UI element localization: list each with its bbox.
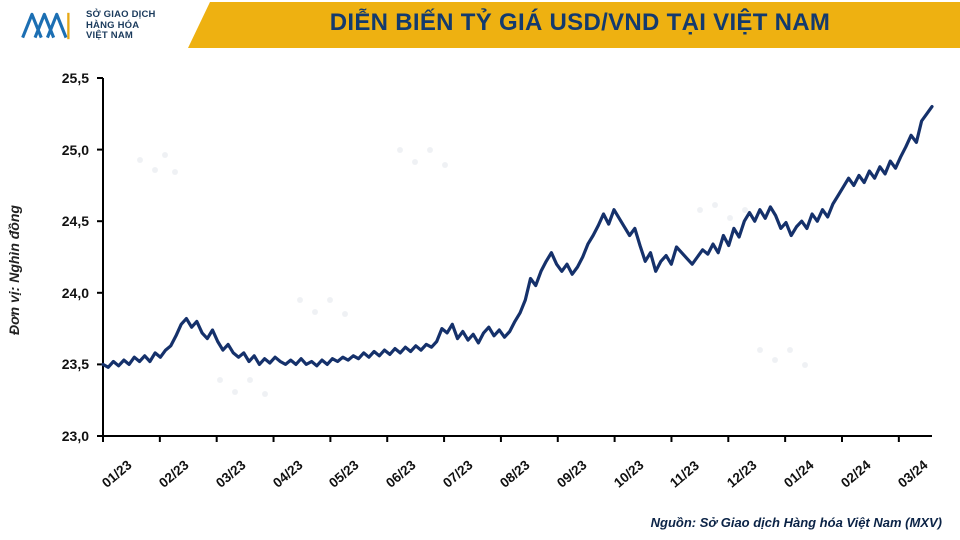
source-text: Nguồn: Sở Giao dịch Hàng hóa Việt Nam (M… [651, 515, 942, 530]
plot-svg [55, 70, 942, 480]
logo: SỞ GIAO DỊCH HÀNG HÓA VIỆT NAM [18, 6, 162, 46]
y-tick-label: 25,0 [49, 142, 89, 158]
y-tick-label: 24,5 [49, 213, 89, 229]
chart-area: 23,023,524,024,525,025,501/2302/2303/230… [55, 70, 942, 480]
logo-line1: SỞ GIAO DỊCH [86, 10, 156, 21]
header: SỞ GIAO DỊCH HÀNG HÓA VIỆT NAM DIỄN BIẾN… [0, 0, 960, 60]
y-axis-label: Đơn vị: Nghìn đồng [6, 205, 22, 335]
y-tick-label: 25,5 [49, 70, 89, 86]
logo-line3: VIỆT NAM [86, 31, 156, 42]
logo-text: SỞ GIAO DỊCH HÀNG HÓA VIỆT NAM [86, 10, 156, 43]
y-tick-label: 23,5 [49, 356, 89, 372]
chart-title: DIỄN BIẾN TỶ GIÁ USD/VND TẠI VIỆT NAM [200, 0, 960, 46]
logo-icon [18, 6, 80, 46]
y-tick-label: 23,0 [49, 428, 89, 444]
y-tick-label: 24,0 [49, 285, 89, 301]
